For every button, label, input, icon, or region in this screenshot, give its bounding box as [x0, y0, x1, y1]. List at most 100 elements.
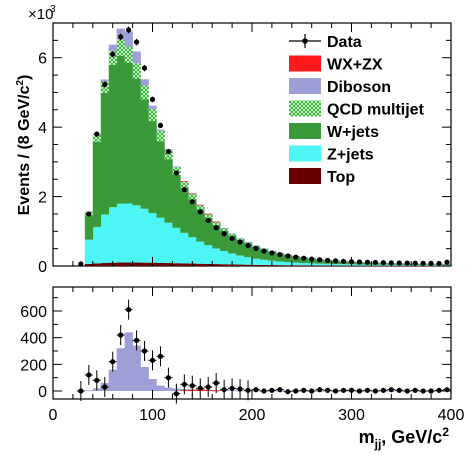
bar-z-jets-36: [371, 264, 380, 266]
bar-qcd-multijet-20: [244, 242, 253, 244]
bar-w-jets-9: [156, 141, 165, 218]
lower-y-tick-label-0: 0: [38, 384, 47, 401]
bar-w-jets-24: [275, 253, 285, 262]
lower-y-tick-label-1: 200: [20, 357, 47, 374]
bar-z-jets-22: [259, 259, 269, 265]
bar-qcd-multijet-18: [228, 233, 237, 236]
bar-w-jets-13: [188, 199, 197, 238]
bar-top-7: [140, 262, 149, 266]
data-point-41: [404, 260, 410, 266]
legend-swatch-2: [289, 78, 321, 94]
data-point-21: [245, 242, 251, 249]
bar-top-39: [395, 265, 404, 267]
bar-top-0: [84, 263, 94, 266]
legend-label-1: WX+ZX: [327, 57, 383, 74]
ratio-panel: 0 100 200 300 400 0 200 400 600 mjj, GeV/c2: [20, 286, 464, 451]
main-panel: 0 2 4 6 ×10 3 Events / (8 GeV/c2) Data WX+ZX…: [15, 4, 452, 276]
data-point-20: [237, 239, 243, 245]
bar-top-43: [427, 265, 436, 267]
bar-qcd-multijet-5: [124, 46, 133, 63]
legend-swatch-3: [289, 100, 321, 117]
bar-z-jets-24: [275, 261, 285, 266]
lower-data-point-33: [340, 387, 347, 393]
bar-top-40: [403, 265, 412, 267]
bar-qcd-multijet-19: [236, 238, 245, 240]
bar-w-jets-15: [204, 217, 213, 246]
lower-data-point-5: [118, 332, 124, 338]
main-stacked-bars: [84, 28, 452, 267]
bar-top-14: [196, 263, 205, 266]
bar-z-jets-35: [363, 264, 372, 266]
bar-diboson-21: [252, 245, 261, 247]
bar-qcd-multijet-17: [220, 228, 229, 231]
data-point-40: [396, 260, 402, 266]
data-point-35: [356, 259, 363, 265]
bar-top-12: [180, 263, 189, 266]
bar-top-11: [172, 263, 181, 266]
bar-top-2: [100, 263, 110, 266]
bar-top-26: [291, 265, 301, 266]
lower-data-point-7: [133, 337, 140, 343]
bar-diboson-9: [156, 129, 165, 131]
bar-w-jets-12: [180, 188, 189, 233]
data-point-6: [126, 27, 132, 33]
legend-marker-0: [302, 38, 308, 44]
bar-top-9: [156, 262, 165, 266]
lower-bar-diboson-8: [148, 379, 157, 391]
lower-data-points: [76, 299, 451, 404]
lower-data-point-25: [277, 387, 283, 393]
lower-y-tick-label-3: 600: [20, 304, 47, 321]
bar-z-jets-15: [204, 245, 213, 264]
x-axis-label-exponent: 2: [442, 425, 449, 439]
bar-w-jets-23: [267, 251, 277, 261]
bar-qcd-multijet-3: [108, 50, 117, 65]
lower-data-point-2: [94, 377, 100, 383]
bar-z-jets-16: [212, 248, 221, 265]
x-tick-label-1: 100: [139, 407, 166, 424]
lower-data-point-20: [237, 386, 243, 392]
bar-z-jets-7: [140, 208, 149, 263]
bar-top-44: [435, 265, 444, 267]
bar-z-jets-45: [443, 265, 452, 266]
bar-z-jets-1: [92, 226, 102, 264]
data-point-17: [213, 225, 219, 231]
bar-z-jets-19: [236, 255, 245, 265]
y-multiplier-exponent: 3: [50, 4, 56, 15]
bar-top-21: [252, 264, 261, 266]
bar-top-15: [204, 263, 213, 266]
bar-diboson-6: [132, 51, 141, 64]
bar-diboson-11: [172, 166, 181, 168]
y-multiplier-label: ×10: [28, 6, 53, 23]
bar-z-jets-13: [188, 237, 197, 264]
bar-wx-zx-13: [188, 193, 197, 195]
data-point-2: [94, 131, 100, 137]
bar-w-jets-25: [283, 255, 293, 263]
main-y-tick-label-2: 4: [38, 120, 47, 137]
bar-w-jets-17: [220, 230, 229, 252]
lower-data-point-0: [78, 388, 84, 394]
x-axis-label-subscript: jj: [374, 437, 382, 451]
x-tick-label-2: 200: [239, 407, 266, 424]
bar-qcd-multijet-15: [204, 214, 213, 218]
main-y-tick-label-1: 2: [38, 190, 47, 207]
lower-data-point-3: [102, 384, 108, 390]
bar-z-jets-26: [291, 262, 301, 266]
lower-data-point-41: [404, 388, 410, 394]
legend-label-0: Data: [327, 34, 362, 51]
data-point-3: [102, 81, 108, 88]
data-point-27: [293, 254, 299, 260]
bar-w-jets-18: [228, 235, 237, 254]
bar-z-jets-5: [124, 203, 133, 263]
bar-w-jets-2: [100, 92, 110, 215]
data-point-32: [332, 258, 339, 264]
lower-data-point-39: [388, 387, 394, 393]
bar-diboson-7: [140, 79, 149, 86]
bar-diboson-17: [220, 228, 229, 229]
lower-axis-ticks: 0 100 200 300 400 0 200 400 600: [20, 287, 464, 424]
bar-top-42: [419, 265, 428, 267]
data-point-26: [285, 253, 291, 259]
bar-qcd-multijet-9: [156, 130, 165, 142]
x-tick-label-3: 300: [338, 407, 365, 424]
